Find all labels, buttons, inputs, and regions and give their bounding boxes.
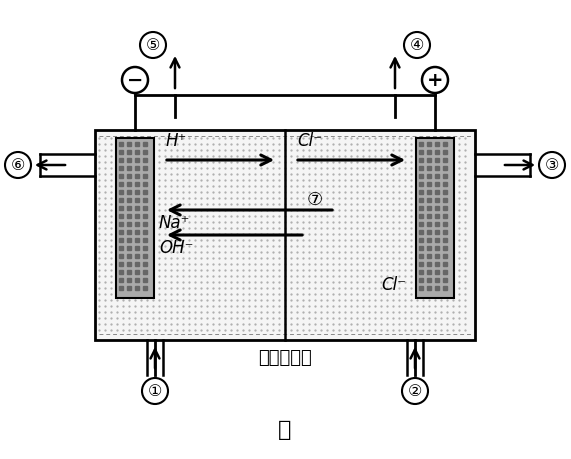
Text: −: − — [127, 71, 143, 90]
Text: ⑥: ⑥ — [11, 157, 25, 173]
Bar — [116, 138, 154, 298]
Text: 乙: 乙 — [278, 420, 292, 440]
Text: ①: ① — [148, 384, 162, 398]
Text: Cl⁻: Cl⁻ — [297, 132, 322, 150]
Text: H⁺: H⁺ — [166, 132, 187, 150]
Text: 离子交换膜: 离子交换膜 — [258, 349, 312, 367]
Text: ②: ② — [408, 384, 422, 398]
Text: +: + — [427, 71, 443, 90]
Bar — [95, 130, 475, 340]
Bar — [416, 138, 454, 298]
Text: Na⁺: Na⁺ — [159, 214, 190, 232]
Circle shape — [140, 32, 166, 58]
Circle shape — [539, 152, 565, 178]
Circle shape — [122, 67, 148, 93]
Text: OH⁻: OH⁻ — [159, 239, 194, 257]
Text: ⑤: ⑤ — [146, 38, 160, 52]
Circle shape — [5, 152, 31, 178]
Bar — [95, 130, 475, 340]
Circle shape — [422, 67, 448, 93]
Text: ③: ③ — [545, 157, 559, 173]
Text: ⑦: ⑦ — [307, 191, 323, 209]
Circle shape — [404, 32, 430, 58]
Text: ④: ④ — [410, 38, 424, 52]
Circle shape — [402, 378, 428, 404]
Text: Cl⁻: Cl⁻ — [381, 276, 406, 294]
Circle shape — [142, 378, 168, 404]
